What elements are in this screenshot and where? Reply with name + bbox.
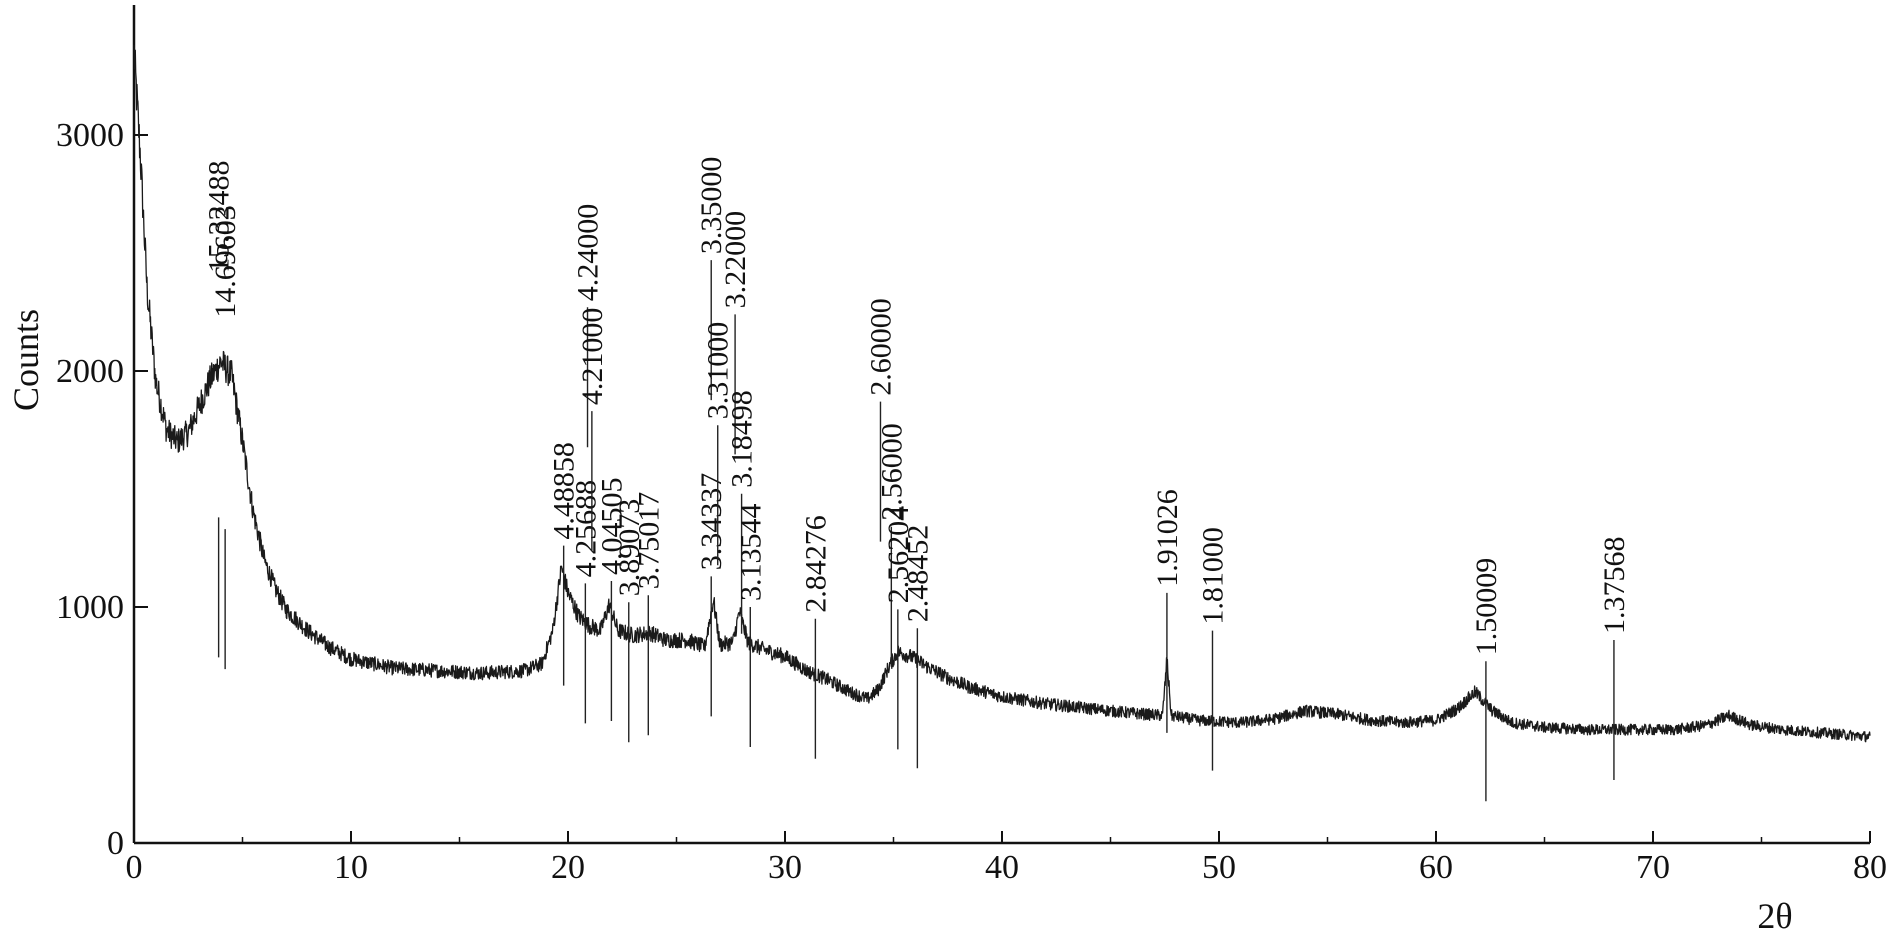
x-tick-label: 0 [126,849,143,886]
peak-label: 2.48452 [901,525,934,623]
x-tick-label: 10 [334,849,368,886]
x-ticks: 0 10 20 30 40 50 60 70 80 [126,831,1887,886]
x-tick-label: 80 [1853,849,1887,886]
peak-label: 2.84276 [799,515,832,613]
peak-label: 1.50009 [1470,558,1503,656]
y-tick-label: 0 [107,825,124,862]
peak-label: 4.21000 [576,308,609,406]
x-tick-label: 50 [1202,849,1236,886]
series-group [133,44,1871,743]
peak-label: 1.91026 [1151,489,1184,587]
peak-label: 15.32488 [203,161,236,274]
axes [132,5,1870,845]
y-tick-label: 3000 [56,117,124,154]
peak-label: 2.56000 [875,423,908,521]
peak-label: 3.31000 [702,322,735,420]
x-tick-label: 40 [985,849,1019,886]
peak-label: 4.24000 [572,204,605,302]
peak-label: 14.69603 [209,205,242,318]
peak-label: 4.48858 [548,442,581,540]
peak-label: 4.25688 [569,480,602,578]
peak-label: 1.81000 [1197,527,1230,625]
peak-label: 3.89073 [613,499,646,597]
peak-label: 3.13544 [734,504,767,602]
x-axis-label: 2θ [1757,896,1792,936]
y-axis-label: Counts [6,309,46,411]
peak-label: 2.56204 [882,506,915,604]
peak-label: 3.22000 [719,211,752,309]
y-tick-label: 2000 [56,353,124,390]
xrd-pattern-line [133,44,1871,743]
y-tick-label: 1000 [56,589,124,626]
x-tick-label: 20 [551,849,585,886]
y-ticks: 0 1000 2000 3000 [56,117,148,862]
peak-label: 3.34337 [695,473,728,571]
peak-label: 3.75017 [632,492,665,590]
peak-label: 3.18498 [726,390,759,488]
peak-label: 3.35000 [695,157,728,255]
x-tick-label: 30 [768,849,802,886]
peak-label: 4.04505 [595,478,628,576]
peak-label: 1.37568 [1598,537,1631,635]
x-tick-label: 70 [1636,849,1670,886]
x-tick-label: 60 [1419,849,1453,886]
peak-label: 2.60000 [865,298,898,396]
